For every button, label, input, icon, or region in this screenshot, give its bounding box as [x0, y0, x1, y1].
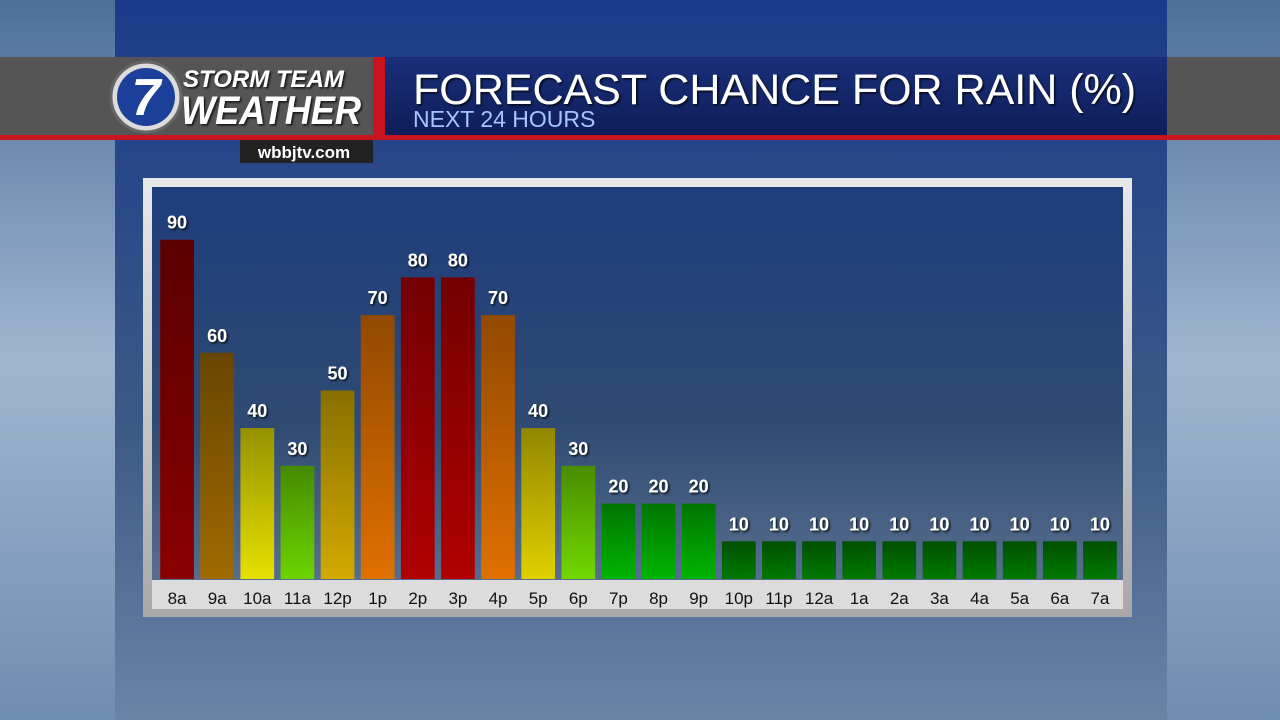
bar-shade: [441, 277, 475, 579]
value-label: 50: [328, 364, 348, 384]
value-label: 10: [769, 514, 789, 534]
x-tick-label: 7p: [609, 589, 628, 608]
value-label: 10: [1010, 514, 1030, 534]
brand-line1: STORM TEAM: [183, 66, 345, 93]
value-label: 10: [929, 514, 949, 534]
x-tick-label: 8a: [168, 589, 187, 608]
header-title-bg: [385, 57, 1167, 137]
value-label: 80: [408, 250, 428, 270]
x-tick-label: 6p: [569, 589, 588, 608]
header-red-line: [0, 135, 1280, 140]
x-tick-label: 9p: [689, 589, 708, 608]
bar-shade: [521, 428, 556, 579]
x-tick-label: 8p: [649, 589, 668, 608]
logo-number: 7: [132, 69, 163, 127]
x-tick-label: 7a: [1090, 589, 1109, 608]
x-tick-label: 5p: [529, 589, 548, 608]
chart-title: FORECAST CHANCE FOR RAIN (%): [413, 66, 1136, 114]
x-tick-label: 9a: [208, 589, 227, 608]
value-label: 20: [689, 477, 709, 497]
bar-shade: [481, 315, 515, 579]
bar-shade: [842, 541, 877, 579]
x-tick-label: 2p: [408, 589, 427, 608]
bar-shade: [561, 465, 596, 579]
bar-shade: [721, 541, 756, 579]
bar-shade: [882, 541, 917, 579]
website-bg: [240, 140, 373, 163]
category-strip: [152, 580, 1123, 609]
bar-shade: [962, 541, 997, 579]
x-tick-label: 6a: [1050, 589, 1069, 608]
value-label: 20: [649, 477, 669, 497]
x-tick-label: 4a: [970, 589, 989, 608]
value-label: 20: [608, 477, 628, 497]
x-tick-label: 3a: [930, 589, 949, 608]
value-label: 10: [970, 514, 990, 534]
value-label: 40: [247, 401, 267, 421]
value-label: 70: [368, 288, 388, 308]
bar-shade: [160, 239, 194, 579]
value-label: 10: [1050, 514, 1070, 534]
x-tick-label: 12a: [805, 589, 834, 608]
x-tick-label: 5a: [1010, 589, 1029, 608]
bar-shade: [922, 541, 957, 579]
x-tick-label: 10a: [243, 589, 272, 608]
bar-shade: [681, 503, 716, 579]
header-divider: [373, 57, 385, 137]
x-tick-label: 11a: [284, 589, 312, 608]
bar-shade: [762, 541, 796, 579]
bar-shade: [400, 277, 435, 579]
value-label: 30: [287, 439, 307, 459]
x-tick-label: 10p: [725, 589, 753, 608]
value-label: 10: [849, 514, 869, 534]
x-tick-label: 1a: [850, 589, 869, 608]
x-tick-label: 3p: [448, 589, 467, 608]
value-label: 80: [448, 250, 468, 270]
x-tick-label: 4p: [489, 589, 508, 608]
value-label: 10: [1090, 514, 1110, 534]
x-tick-label: 1p: [368, 589, 387, 608]
bar-shade: [280, 465, 315, 579]
value-label: 90: [167, 213, 187, 233]
x-tick-label: 11p: [765, 589, 792, 608]
website: wbbjtv.com: [257, 143, 350, 162]
chart-subtitle: NEXT 24 HOURS: [413, 106, 595, 132]
value-label: 10: [889, 514, 909, 534]
bar-shade: [240, 428, 275, 579]
bar-shade: [360, 315, 395, 579]
bar-shade: [601, 503, 636, 579]
logo-inner: [117, 68, 175, 126]
x-tick-label: 2a: [890, 589, 909, 608]
value-label: 30: [568, 439, 588, 459]
bar-shade: [1083, 541, 1117, 579]
bar-shade: [200, 352, 235, 579]
value-label: 60: [207, 326, 227, 346]
value-label: 70: [488, 288, 508, 308]
bar-shade: [1042, 541, 1077, 579]
x-tick-label: 12p: [323, 589, 351, 608]
value-label: 40: [528, 401, 548, 421]
bar-shade: [320, 390, 355, 579]
brand-line2: WEATHER: [181, 89, 361, 133]
bar-shade: [802, 541, 836, 579]
bar-shade: [641, 503, 676, 579]
value-label: 10: [809, 514, 829, 534]
value-label: 10: [729, 514, 749, 534]
bar-shade: [1002, 541, 1037, 579]
